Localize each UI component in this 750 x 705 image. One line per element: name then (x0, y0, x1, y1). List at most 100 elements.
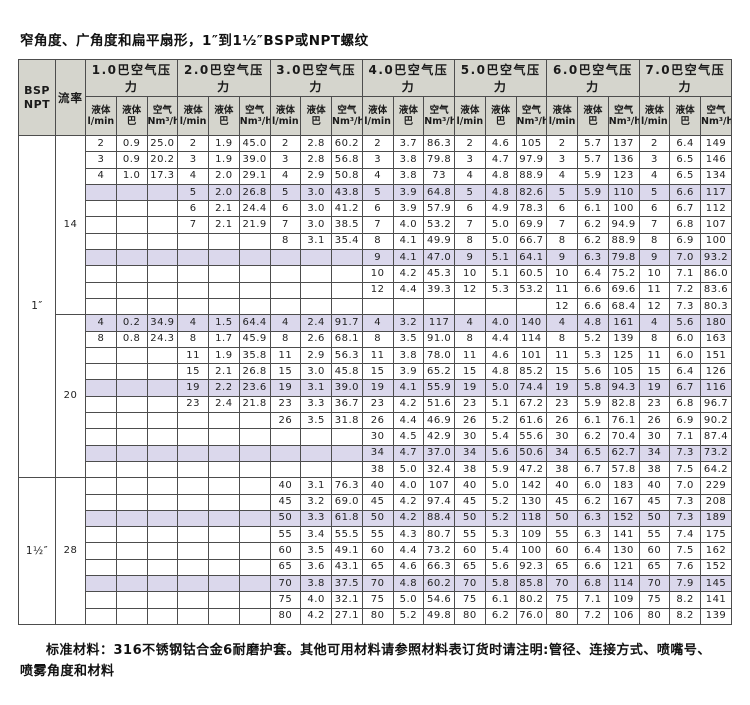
data-cell: 3.0 (300, 363, 332, 381)
data-cell: 6.0 (669, 346, 701, 365)
data-cell: 51.6 (423, 395, 455, 414)
flow-rate-cell: 28 (55, 477, 86, 625)
data-cell: 5.0 (484, 216, 517, 234)
data-cell: 7.0 (669, 249, 701, 267)
data-cell (85, 200, 117, 218)
data-cell: 3.9 (392, 200, 425, 218)
data-cell (208, 444, 240, 462)
data-cell: 1.7 (208, 330, 240, 348)
data-cell: 4 (361, 167, 394, 185)
data-cell: 6 (361, 200, 394, 218)
data-cell: 1.9 (208, 151, 240, 169)
data-cell: 80.2 (515, 591, 548, 609)
data-cell: 6 (269, 200, 302, 218)
data-cell: 2 (269, 134, 302, 153)
data-cell: 24.4 (238, 200, 271, 218)
data-cell (146, 542, 179, 560)
data-cell (300, 428, 332, 446)
data-cell (85, 395, 117, 414)
data-cell: 11 (638, 346, 671, 365)
data-cell: 5.4 (484, 428, 517, 446)
data-cell (269, 460, 302, 479)
sub-header-1-2: 液体 巴 (115, 96, 148, 136)
data-cell: 39.3 (423, 281, 455, 299)
data-cell: 4 (638, 167, 671, 185)
sub-header-4-1: 液体 l/min (361, 96, 394, 136)
data-cell: 4 (85, 314, 117, 332)
data-cell: 34 (454, 444, 486, 462)
data-cell (238, 444, 271, 462)
data-cell (85, 249, 117, 267)
data-cell: 5.9 (484, 460, 517, 479)
data-cell: 11 (361, 346, 394, 365)
data-cell (146, 297, 179, 316)
data-cell: 9 (361, 249, 394, 267)
data-cell: 45 (546, 493, 578, 511)
data-cell (177, 297, 209, 316)
data-cell (85, 281, 117, 299)
data-cell (85, 428, 117, 446)
data-cell: 7 (361, 216, 394, 234)
data-cell: 117 (700, 183, 732, 202)
data-cell (208, 249, 240, 267)
data-cell: 26 (638, 412, 671, 430)
table-row: 8 0.8 24.3 8 1.7 45.9 8 2.6 68.1 8 3.5 91.0 8 4.4 114 8… (19, 330, 732, 348)
data-cell: 5.0 (392, 591, 425, 609)
data-cell: 4 (177, 314, 209, 332)
data-cell: 65 (454, 558, 486, 577)
data-cell (85, 216, 117, 234)
data-cell: 60 (454, 542, 486, 560)
data-cell (85, 297, 117, 316)
data-cell (115, 395, 148, 414)
data-cell: 1.9 (208, 134, 240, 153)
data-cell (115, 607, 148, 625)
data-cell (238, 575, 271, 593)
data-cell: 38 (361, 460, 394, 479)
data-cell: 5.0 (484, 232, 517, 251)
data-cell (146, 509, 179, 528)
data-cell: 3.2 (300, 493, 332, 511)
data-cell: 6.4 (577, 542, 609, 560)
data-cell: 75 (638, 591, 671, 609)
data-cell: 6.4 (669, 134, 701, 153)
data-cell: 76.1 (607, 412, 640, 430)
data-cell: 6.6 (577, 281, 609, 299)
data-cell (238, 558, 271, 577)
data-cell: 107 (700, 216, 732, 234)
data-cell: 2.8 (300, 151, 332, 169)
data-cell (238, 265, 271, 283)
data-cell: 142 (515, 477, 548, 495)
data-cell: 0.9 (115, 134, 148, 153)
data-cell (331, 297, 363, 316)
table-row: 11 1.9 35.8 11 2.9 56.3 11 3.8 78.0 11 4.6 101 11 5.3… (19, 346, 732, 365)
data-cell: 45 (361, 493, 394, 511)
data-cell: 54.6 (423, 591, 455, 609)
data-cell (208, 232, 240, 251)
data-cell (331, 249, 363, 267)
data-cell: 19 (269, 379, 302, 397)
data-cell: 5.2 (484, 412, 517, 430)
data-cell (146, 379, 179, 397)
data-cell (85, 379, 117, 397)
data-cell: 1.9 (208, 346, 240, 365)
data-cell: 6.3 (577, 509, 609, 528)
data-cell (208, 428, 240, 446)
data-cell: 2.4 (208, 395, 240, 414)
data-cell: 9 (454, 249, 486, 267)
sub-header-4-3: 空气 Nm³/h (423, 96, 455, 136)
data-cell: 57.8 (607, 460, 640, 479)
data-cell: 82.8 (607, 395, 640, 414)
data-cell: 34.9 (146, 314, 179, 332)
data-cell: 137 (607, 134, 640, 153)
data-cell (238, 460, 271, 479)
data-cell: 7 (546, 216, 578, 234)
data-cell: 3.8 (392, 167, 425, 185)
table-row: 20 4 0.2 34.9 4 1.5 64.4 4 2.4 91.7 4 3.2 117 4 4.0 140… (19, 314, 732, 479)
data-cell (146, 216, 179, 234)
flow-rate-cell: 14 (55, 134, 86, 316)
sub-header-1-3: 空气 Nm³/h (146, 96, 179, 136)
data-cell: 134 (700, 167, 732, 185)
data-cell: 15 (361, 363, 394, 381)
data-cell: 107 (423, 477, 455, 495)
data-cell: 66.3 (423, 558, 455, 577)
